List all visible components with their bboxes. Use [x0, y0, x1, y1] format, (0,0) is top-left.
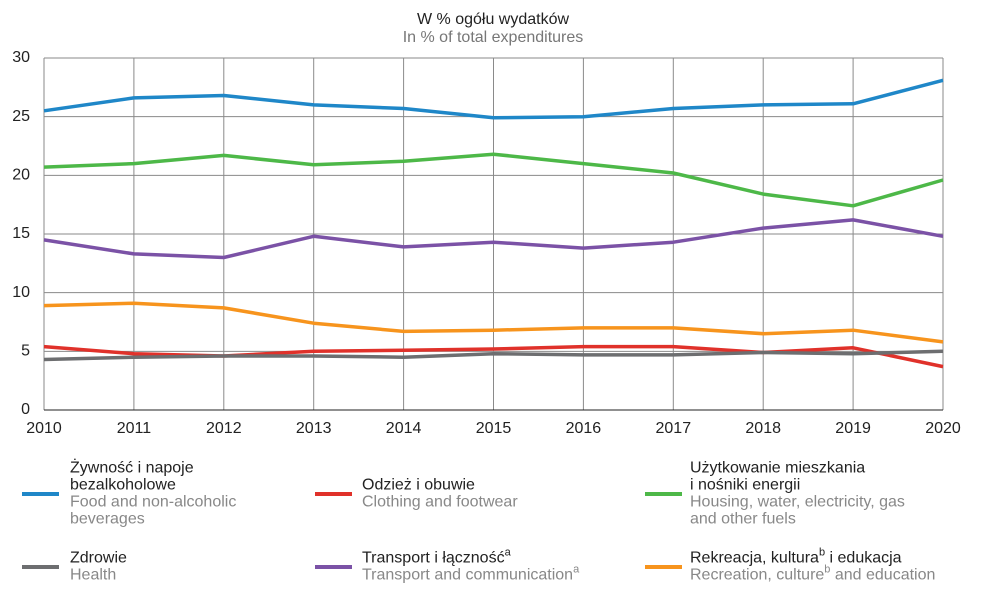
legend-text: Clothing and footwear: [362, 494, 518, 511]
legend-text: b: [824, 563, 830, 575]
legend-text: and other fuels: [690, 511, 796, 528]
legend-text: Odzież i obuwie: [362, 477, 475, 494]
x-tick-label: 2013: [296, 420, 332, 437]
legend-label: i nośniki energii: [690, 477, 800, 494]
series-line: [43, 301, 944, 344]
legend-text: Health: [70, 567, 116, 584]
series-line: [43, 349, 944, 362]
legend-text: Użytkowanie mieszkania: [690, 460, 865, 477]
x-tick-label: 2016: [566, 420, 602, 437]
x-tick-label: 2017: [656, 420, 692, 437]
legend-label: Użytkowanie mieszkania: [690, 460, 865, 477]
y-tick-label: 15: [12, 225, 30, 242]
legend-label: Housing, water, electricity, gas: [690, 494, 905, 511]
x-tick-label: 2010: [26, 420, 62, 437]
x-tick-label: 2012: [206, 420, 242, 437]
legend-label: Żywność i napoje: [70, 458, 194, 477]
legend-text: and education: [830, 567, 935, 584]
x-tick-label: 2018: [745, 420, 781, 437]
legend-label: and other fuels: [690, 511, 796, 528]
series-line: [43, 78, 944, 120]
x-tick-label: 2019: [835, 420, 871, 437]
legend-label: Transport i łącznośća: [362, 546, 512, 566]
series-line: [43, 152, 944, 208]
legend-text: Rekreacja, kultura: [690, 550, 819, 567]
legend-label: Transport and communicationa: [362, 563, 580, 583]
y-tick-label: 30: [12, 49, 30, 66]
legend-text: i edukacja: [825, 550, 902, 567]
x-tick-label: 2015: [476, 420, 512, 437]
y-tick-label: 20: [12, 167, 30, 184]
legend-text: Recreation, culture: [690, 567, 824, 584]
legend-text: b: [819, 546, 825, 558]
legend-text: Żywność i napoje: [70, 458, 194, 477]
legend-text: Zdrowie: [70, 550, 127, 567]
legend-text: Food and non-alcoholic: [70, 494, 236, 511]
chart-title: W % ogółu wydatków: [417, 11, 570, 28]
x-tick-label: 2014: [386, 420, 422, 437]
legend-text: Housing, water, electricity, gas: [690, 494, 905, 511]
legend-label: Rekreacja, kulturab i edukacja: [690, 546, 902, 566]
legend-text: Transport and communication: [362, 567, 573, 584]
legend-label: Zdrowie: [70, 550, 127, 567]
legend-text: a: [505, 546, 512, 558]
legend-label: Food and non-alcoholic: [70, 494, 236, 511]
legend-label: bezalkoholowe: [70, 477, 176, 494]
y-tick-label: 5: [21, 343, 30, 360]
legend-text: a: [573, 563, 580, 575]
series-line: [43, 218, 944, 260]
y-tick-label: 25: [12, 108, 30, 125]
y-tick-label: 0: [21, 401, 30, 418]
y-tick-label: 10: [12, 284, 30, 301]
chart-subtitle: In % of total expenditures: [403, 29, 584, 46]
legend-text: Transport i łączność: [362, 550, 505, 567]
legend-text: bezalkoholowe: [70, 477, 176, 494]
legend-text: beverages: [70, 511, 145, 528]
legend-text: i nośniki energii: [690, 477, 800, 494]
legend-label: Odzież i obuwie: [362, 477, 475, 494]
legend-label: Recreation, cultureb and education: [690, 563, 935, 583]
legend-label: Clothing and footwear: [362, 494, 518, 511]
legend-label: Health: [70, 567, 116, 584]
x-tick-label: 2011: [117, 420, 152, 437]
x-tick-label: 2020: [925, 420, 961, 437]
legend-label: beverages: [70, 511, 145, 528]
